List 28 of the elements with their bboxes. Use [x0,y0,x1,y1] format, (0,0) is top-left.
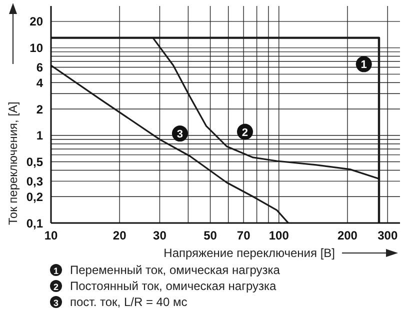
y-axis-title: Ток переключения, [A] [6,102,20,225]
x-tick-label: 100 [268,228,290,243]
y-tick-label: 4 [36,76,44,90]
y-tick-label: 0,3 [26,174,44,188]
y-tick-label: 2 [36,102,44,116]
y-tick-label: 20 [30,14,44,29]
legend-label: пост. ток, L/R = 40 мс [70,294,188,310]
y-tick-label: 6 [36,60,44,74]
annotation: 2 [242,126,248,139]
text: 2 [53,282,59,292]
annotation: 3 [176,128,184,141]
x-axis-title: Напряжение переключения [В] [164,246,335,260]
text: 1 [53,266,59,276]
y-tick-label: 0,1 [26,216,44,230]
x-tick-label: 200 [337,228,358,243]
y-tick-label: 10 [30,41,44,56]
x-tick-label: 30 [153,228,167,243]
x-tick-label: 70 [236,228,251,243]
legend-label: Постоянный ток, омическая нагрузка [70,278,276,294]
legend-label: Переменный ток, омическая нагрузка [70,262,280,278]
y-tick-label: 0,5 [26,155,44,170]
x-tick-label: 20 [112,228,127,243]
y-tick-label: 0,2 [26,190,44,204]
x-tick-label: 50 [204,228,218,243]
x-tick-label: 300 [378,228,398,243]
text: 3 [53,298,59,308]
annotation: 1 [360,59,367,72]
y-tick-label: 1 [36,128,44,143]
